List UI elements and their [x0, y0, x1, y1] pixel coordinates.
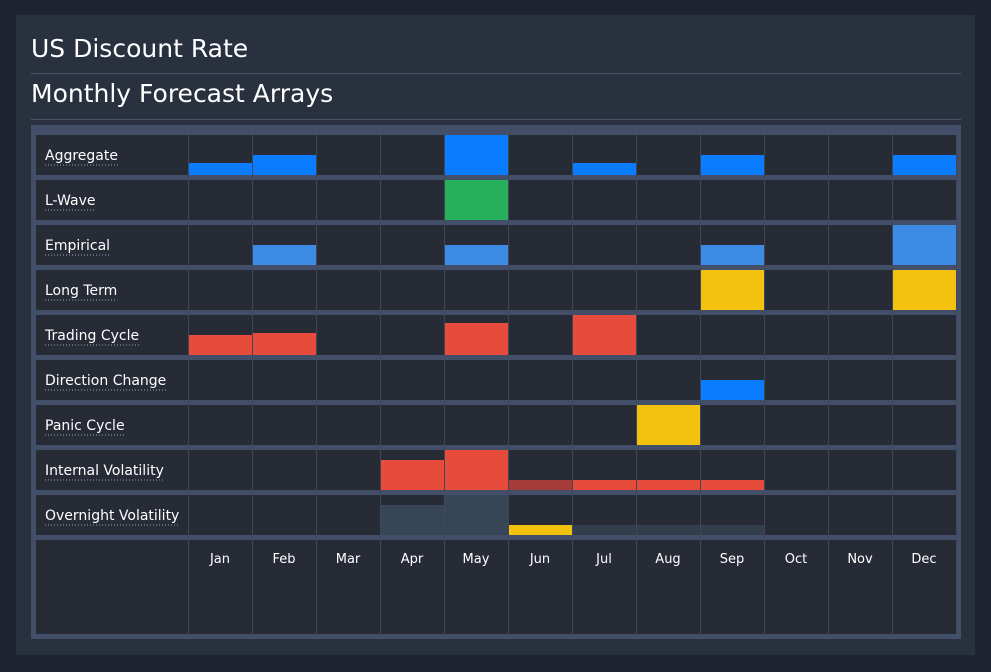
month-tick-label: Jun	[529, 552, 550, 567]
month-tick-label: Jul	[595, 552, 612, 567]
month-tick-label: Dec	[911, 552, 936, 567]
subtitle-divider	[31, 119, 961, 120]
page-title: US Discount Rate	[31, 34, 249, 63]
forecast-bar	[700, 245, 764, 265]
forecast-bar	[700, 270, 764, 310]
month-tick-label: Aug	[655, 552, 680, 567]
forecast-bar	[188, 335, 252, 355]
row-label: Internal Volatility	[45, 463, 164, 479]
forecast-bar	[444, 495, 508, 535]
forecast-bar	[572, 315, 636, 355]
month-axis-area	[36, 540, 956, 634]
row-background	[36, 270, 956, 310]
forecast-bar	[252, 245, 316, 265]
forecast-bar	[700, 380, 764, 400]
row-label: Panic Cycle	[45, 418, 125, 434]
forecast-bar	[508, 525, 572, 535]
row-label: Overnight Volatility	[45, 508, 179, 524]
forecast-bar	[892, 155, 956, 175]
forecast-bar	[508, 480, 572, 490]
forecast-bar	[444, 323, 508, 355]
row-label: Aggregate	[45, 148, 118, 164]
month-tick-label: Feb	[272, 552, 295, 567]
row-label: Empirical	[45, 238, 110, 254]
forecast-bar	[444, 450, 508, 490]
forecast-bar	[892, 225, 956, 265]
month-tick-label: Apr	[401, 552, 424, 567]
forecast-bar	[444, 180, 508, 220]
forecast-bar	[380, 505, 444, 535]
row-label: Trading Cycle	[44, 328, 139, 344]
row-label: Long Term	[45, 283, 117, 299]
title-divider	[31, 73, 961, 74]
row-background	[36, 360, 956, 400]
row-label: L-Wave	[45, 193, 95, 209]
forecast-bar	[572, 480, 636, 490]
forecast-bar	[572, 525, 636, 535]
forecast-bar	[252, 155, 316, 175]
forecast-bar	[892, 270, 956, 310]
chart-subtitle: Monthly Forecast Arrays	[31, 79, 334, 108]
forecast-bar	[380, 460, 444, 490]
forecast-bar	[444, 135, 508, 175]
forecast-bar	[700, 525, 764, 535]
forecast-bar	[444, 245, 508, 265]
forecast-bar	[636, 480, 700, 490]
row-label: Direction Change	[45, 373, 166, 389]
month-tick-label: Nov	[847, 552, 873, 567]
month-tick-label: Sep	[720, 552, 745, 567]
month-tick-label: Oct	[785, 552, 807, 567]
forecast-bar	[252, 333, 316, 355]
forecast-bar	[700, 155, 764, 175]
month-tick-label: Mar	[336, 552, 361, 567]
month-tick-label: May	[463, 552, 490, 567]
forecast-bar	[572, 163, 636, 175]
row-background	[36, 405, 956, 445]
forecast-bar	[636, 525, 700, 535]
month-tick-label: Jan	[209, 552, 230, 567]
forecast-bar	[700, 480, 764, 490]
forecast-bar	[636, 405, 700, 445]
forecast-bar	[188, 163, 252, 175]
